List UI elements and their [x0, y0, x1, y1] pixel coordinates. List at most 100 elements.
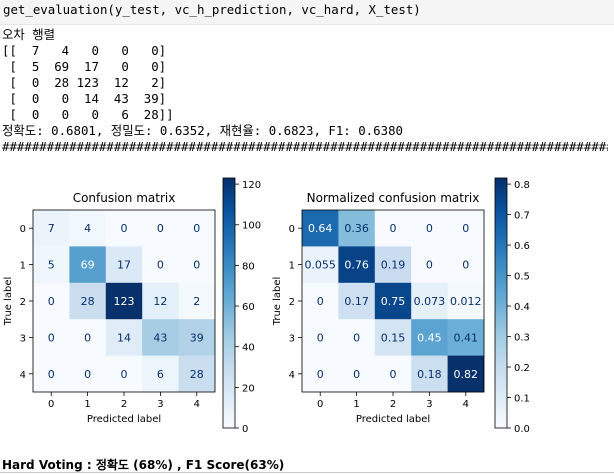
cell-label: 0.64	[308, 222, 333, 235]
heatmap-cell	[142, 319, 179, 356]
heatmap-cell	[338, 282, 376, 320]
heatmap-cell	[33, 210, 70, 247]
heatmap-cell	[374, 319, 412, 356]
x-tick-label: 1	[84, 399, 90, 410]
colorbar-tick-label: 80	[242, 261, 255, 272]
footer-summary: Hard Voting : 정확도 (68%) , F1 Score(63%)	[2, 458, 285, 472]
cell-label: 17	[117, 259, 131, 272]
colorbar-tick-label: 120	[242, 180, 261, 191]
cell-label: 0	[462, 222, 469, 235]
y-tick-label: 1	[289, 261, 295, 272]
x-axis-label: Predicted label	[356, 414, 430, 425]
cell-label: 43	[153, 331, 167, 344]
colorbar-tick-label: 60	[242, 302, 255, 313]
cell-label: 0.18	[417, 368, 442, 381]
cell-label: 0	[48, 368, 55, 381]
separator-line: ########################################…	[2, 139, 608, 154]
cell-label: 4	[84, 222, 91, 235]
cell-label: 12	[153, 295, 167, 308]
cell-label: 0.073	[414, 295, 446, 308]
y-tick-label: 0	[289, 224, 295, 235]
heatmap-cell	[447, 282, 485, 320]
matrix-line: [ 0 28 123 12 2]	[2, 75, 167, 90]
heatmap-cell	[142, 246, 179, 284]
cell-label: 0	[462, 259, 469, 272]
colorbar-tick-label: 0.3	[514, 333, 530, 344]
cell-label: 0	[426, 259, 433, 272]
cell-label: 0.75	[381, 295, 406, 308]
heatmap-cell	[447, 246, 485, 284]
colorbar	[222, 177, 236, 429]
y-tick-label: 3	[20, 333, 26, 344]
heatmap-cell	[105, 282, 143, 320]
cell-label: 0	[48, 295, 55, 308]
heatmap-cell	[178, 210, 216, 247]
colorbar-tick-label: 0.0	[514, 424, 530, 435]
chart-title: Normalized confusion matrix	[307, 191, 480, 205]
heatmap-cell	[142, 282, 179, 320]
y-axis-label: True label	[272, 277, 283, 327]
heatmap-cell	[69, 355, 107, 393]
colorbar	[494, 177, 508, 429]
cell-label: 28	[81, 295, 95, 308]
cell-label: 0.19	[381, 259, 406, 272]
heatmap-cell	[33, 246, 70, 284]
cell-label: 14	[117, 331, 131, 344]
cell-label: 2	[193, 295, 200, 308]
cell-label: 0	[390, 368, 397, 381]
cell-label: 7	[48, 222, 55, 235]
cell-label: 39	[190, 331, 204, 344]
cell-label: 0	[390, 222, 397, 235]
colorbar-tick-label: 20	[242, 383, 255, 394]
footer-divider	[0, 472, 614, 473]
heatmap-cell	[105, 355, 143, 393]
code-cell[interactable]: get_evaluation(y_test, vc_h_prediction, …	[0, 0, 614, 25]
cell-label: 0.41	[454, 331, 479, 344]
y-tick-label: 0	[20, 224, 26, 235]
cell-label: 0	[121, 222, 128, 235]
cell-label: 0	[193, 222, 200, 235]
colorbar-tick-label: 0	[242, 424, 248, 435]
colorbar-tick-label: 0.5	[514, 272, 530, 283]
cell-label: 0	[193, 259, 200, 272]
colorbar-tick-label: 0.7	[514, 211, 530, 222]
y-tick-label: 4	[20, 370, 26, 381]
cell-label: 5	[48, 259, 55, 272]
cell-label: 0.055	[304, 259, 336, 272]
heatmap-cell	[69, 210, 107, 247]
heatmap-cell	[411, 355, 448, 393]
heatmap-cell	[447, 319, 485, 356]
colorbar-tick-label: 0.4	[514, 302, 530, 313]
heatmap-cell	[142, 355, 179, 393]
colorbar-tick-label: 0.2	[514, 363, 530, 374]
cell-label: 0	[317, 295, 324, 308]
heatmap-cell	[302, 282, 339, 320]
heatmap-cell	[411, 319, 448, 356]
colorbar-tick-label: 40	[242, 343, 255, 354]
matrix-line: [ 0 0 0 6 28]]	[2, 107, 174, 122]
heatmap-cell	[69, 246, 107, 284]
colorbar-tick-label: 0.6	[514, 241, 530, 252]
x-tick-label: 0	[48, 399, 54, 410]
x-tick-label: 3	[157, 399, 163, 410]
cell-label: 0	[48, 331, 55, 344]
cell-label: 0	[317, 368, 324, 381]
x-tick-label: 4	[194, 399, 200, 410]
heatmap-cell	[142, 210, 179, 247]
cell-label: 0	[157, 222, 164, 235]
metrics-line: 정확도: 0.6801, 정밀도: 0.6352, 재현율: 0.6823, F…	[2, 123, 403, 138]
heatmap-cell	[69, 282, 107, 320]
y-tick-label: 3	[289, 333, 295, 344]
heatmap-cell	[447, 355, 485, 393]
matrix-line: [ 5 69 17 0 0]	[2, 59, 167, 74]
cell-label: 69	[81, 259, 95, 272]
heatmap-cell	[105, 246, 143, 284]
output-text: 오차 행렬 [[ 7 4 0 0 0] [ 5 69 17 0 0] [ 0 2…	[2, 27, 608, 155]
cell-label: 0.45	[417, 331, 442, 344]
cell-label: 0.15	[381, 331, 406, 344]
code-line[interactable]: get_evaluation(y_test, vc_h_prediction, …	[3, 2, 421, 17]
cell-label: 0.76	[344, 259, 369, 272]
heatmap-cell	[178, 246, 216, 284]
y-tick-label: 4	[289, 370, 295, 381]
heatmap-cell	[411, 210, 448, 247]
